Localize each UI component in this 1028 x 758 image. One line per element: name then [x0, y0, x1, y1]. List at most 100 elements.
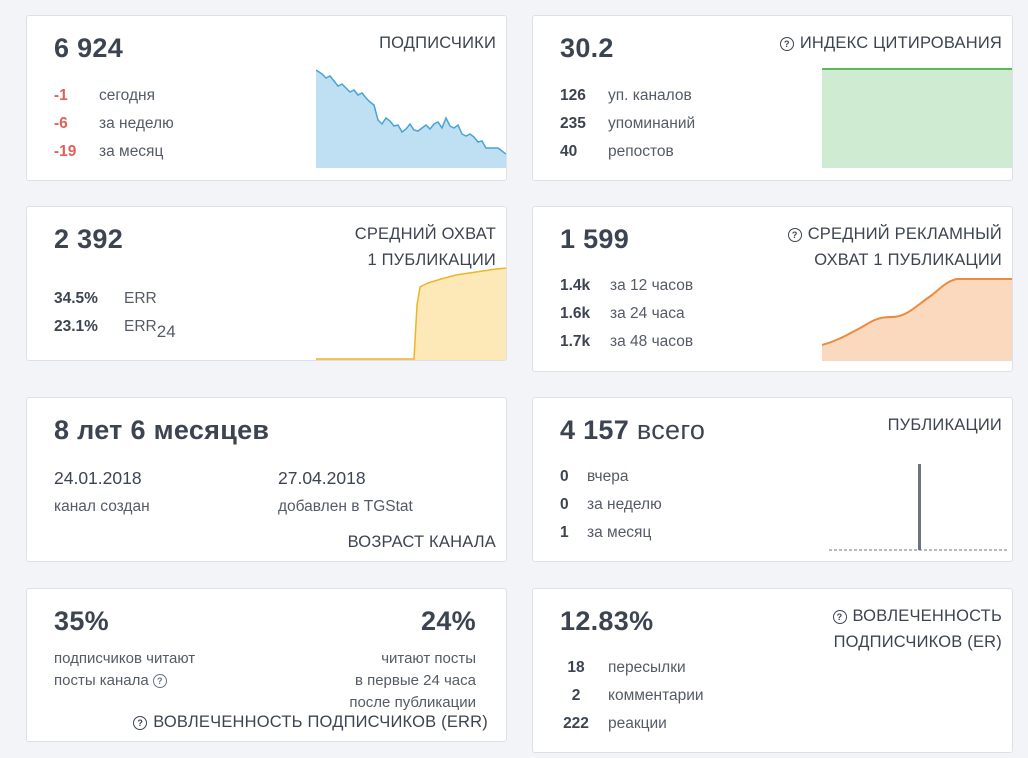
- subscribers-week-value: -6: [54, 115, 68, 132]
- citation-index-value: 30.2: [560, 33, 614, 63]
- channel-added-date: 27.04.2018: [278, 468, 366, 488]
- publications-month-row: 1 за месяц: [560, 522, 780, 544]
- err-left-line2: посты канала?: [54, 672, 173, 689]
- publications-month-value: 1: [560, 524, 569, 541]
- er-card[interactable]: 12.83% ? ВОВЛЕЧЕННОСТЬ ПОДПИСЧИКОВ (ER) 1…: [532, 588, 1013, 753]
- channel-age-card[interactable]: 8 лет 6 месяцев 24.01.2018 канал создан …: [26, 397, 507, 562]
- citation-title: ? ИНДЕКС ЦИТИРОВАНИЯ: [779, 30, 1002, 56]
- ad-reach-title-line1: ? СРЕДНИЙ РЕКЛАМНЫЙ: [787, 221, 1002, 247]
- citation-card[interactable]: 30.2 ? ИНДЕКС ЦИТИРОВАНИЯ 126 уп. каналов…: [532, 15, 1013, 181]
- er-title-line1: ? ВОВЛЕЧЕННОСТЬ: [832, 603, 1003, 629]
- publications-count-unit: всего: [636, 415, 706, 445]
- reach-title-line1: СРЕДНИЙ ОХВАТ: [354, 225, 496, 243]
- citation-channels-label: уп. каналов: [608, 87, 692, 104]
- reach-title: СРЕДНИЙ ОХВАТ 1 ПУБЛИКАЦИИ: [355, 221, 496, 273]
- er-title-line1-text: ВОВЛЕЧЕННОСТЬ: [852, 607, 1002, 625]
- er-forwards-label: пересылки: [608, 659, 686, 676]
- reach-err24-label: ERR24: [124, 316, 176, 343]
- publications-week-label: за неделю: [587, 496, 662, 513]
- err-left-value: 35%: [54, 606, 109, 636]
- err-right-line2: в первые 24 часа: [354, 672, 476, 689]
- reach-err24-subscript: 24: [156, 322, 176, 341]
- publications-yesterday-row: 0 вчера: [560, 466, 780, 488]
- channel-added-label: добавлен в TGStat: [278, 498, 413, 515]
- citation-channels-row: 126 уп. каналов: [560, 85, 780, 107]
- reach-sparkline[interactable]: [316, 265, 507, 360]
- er-reactions-value: 222: [563, 715, 589, 732]
- err-card[interactable]: 35% подписчиков читают посты канала? 24%…: [26, 588, 507, 742]
- publications-yesterday-value: 0: [560, 468, 569, 485]
- question-circle-icon[interactable]: ?: [152, 674, 167, 688]
- reach-err-value: 34.5%: [54, 290, 98, 307]
- citation-sparkline-area: [822, 68, 1012, 168]
- reach-title-line2: 1 ПУБЛИКАЦИИ: [367, 251, 496, 269]
- citation-mentions-row: 235 упоминаний: [560, 113, 780, 135]
- ad-reach-24h-label: за 24 часа: [610, 305, 685, 322]
- citation-reposts-row: 40 репостов: [560, 141, 780, 163]
- ad-reach-title-line1-text: СРЕДНИЙ РЕКЛАМНЫЙ: [807, 225, 1002, 243]
- subscribers-card[interactable]: 6 924 ПОДПИСЧИКИ -1 сегодня -6 за неделю…: [26, 15, 507, 181]
- reach-card[interactable]: 2 392 СРЕДНИЙ ОХВАТ 1 ПУБЛИКАЦИИ 34.5% E…: [26, 206, 507, 361]
- subscribers-week-label: за неделю: [99, 115, 174, 132]
- ad-reach-48h-label: за 48 часов: [610, 333, 694, 350]
- er-forwards-value: 18: [567, 659, 585, 676]
- publications-month-label: за месяц: [587, 524, 652, 541]
- subscribers-month-value: -19: [54, 143, 77, 160]
- citation-mentions-value: 235: [560, 115, 586, 132]
- channel-created-label: канал создан: [54, 498, 150, 515]
- subscribers-sparkline-area: [316, 70, 506, 168]
- ad-reach-sparkline[interactable]: [822, 269, 1013, 361]
- ad-reach-card[interactable]: 1 599 ? СРЕДНИЙ РЕКЛАМНЫЙ ОХВАТ 1 ПУБЛИКА…: [532, 206, 1013, 372]
- question-circle-icon[interactable]: ?: [787, 228, 802, 242]
- citation-mentions-label: упоминаний: [608, 115, 696, 132]
- ad-reach-48h-value: 1.7k: [560, 333, 591, 350]
- channel-age-title: ВОЗРАСТ КАНАЛА: [347, 533, 496, 551]
- publications-bar: [918, 464, 921, 550]
- reach-err24-label-text: ERR: [124, 318, 157, 335]
- ad-reach-12h-label: за 12 часов: [610, 277, 694, 294]
- question-circle-icon[interactable]: ?: [779, 37, 794, 51]
- er-title: ? ВОВЛЕЧЕННОСТЬ ПОДПИСЧИКОВ (ER): [832, 603, 1003, 655]
- publications-week-value: 0: [560, 496, 569, 513]
- ad-reach-sparkline-line: [822, 278, 1012, 346]
- er-forwards-row: 18 пересылки: [560, 657, 780, 679]
- er-comments-row: 2 комментарии: [560, 685, 780, 707]
- citation-channels-value: 126: [560, 87, 586, 104]
- reach-err24-value: 23.1%: [54, 318, 98, 335]
- err-left-line2-text: посты канала: [54, 672, 149, 689]
- channel-created-date: 24.01.2018: [54, 468, 142, 488]
- err-left-line1: подписчиков читают: [54, 650, 196, 667]
- citation-sparkline[interactable]: [822, 68, 1012, 168]
- ad-reach-value: 1 599: [560, 224, 630, 254]
- subscribers-sparkline[interactable]: [316, 68, 506, 168]
- question-circle-icon[interactable]: ?: [832, 610, 847, 624]
- err-right-value: 24%: [421, 606, 476, 636]
- err-right-line3: после публикации: [349, 694, 476, 711]
- er-reactions-row: 222 реакции: [560, 713, 780, 735]
- er-reactions-label: реакции: [608, 715, 667, 732]
- publications-week-row: 0 за неделю: [560, 494, 780, 516]
- publications-barchart[interactable]: [829, 460, 1009, 552]
- ad-reach-24h-value: 1.6k: [560, 305, 591, 322]
- subscribers-today-value: -1: [54, 87, 68, 104]
- ad-reach-12h-row: 1.4k за 12 часов: [560, 275, 780, 297]
- subscribers-today-row: -1 сегодня: [54, 85, 254, 107]
- ad-reach-title-line2: ОХВАТ 1 ПУБЛИКАЦИИ: [814, 251, 1002, 269]
- publications-count: 4 157 всего: [560, 415, 705, 446]
- ad-reach-sparkline-area: [822, 279, 1012, 361]
- question-circle-icon[interactable]: ?: [133, 716, 148, 730]
- citation-reposts-value: 40: [560, 143, 578, 160]
- reach-sparkline-area: [316, 268, 506, 360]
- subscribers-month-label: за месяц: [99, 143, 164, 160]
- reach-value: 2 392: [54, 224, 124, 254]
- publications-count-value: 4 157: [560, 415, 630, 445]
- reach-err-row: 34.5% ERR: [54, 288, 254, 310]
- subscribers-count: 6 924: [54, 33, 124, 63]
- subscribers-sparkline-line: [316, 69, 506, 155]
- subscribers-week-row: -6 за неделю: [54, 113, 254, 135]
- reach-sparkline-line: [316, 267, 506, 360]
- publications-card[interactable]: 4 157 всего ПУБЛИКАЦИИ 0 вчера 0 за неде…: [532, 397, 1013, 562]
- ad-reach-title: ? СРЕДНИЙ РЕКЛАМНЫЙ ОХВАТ 1 ПУБЛИКАЦИИ: [787, 221, 1002, 273]
- reach-err-label: ERR: [124, 290, 157, 307]
- er-value: 12.83%: [560, 606, 654, 636]
